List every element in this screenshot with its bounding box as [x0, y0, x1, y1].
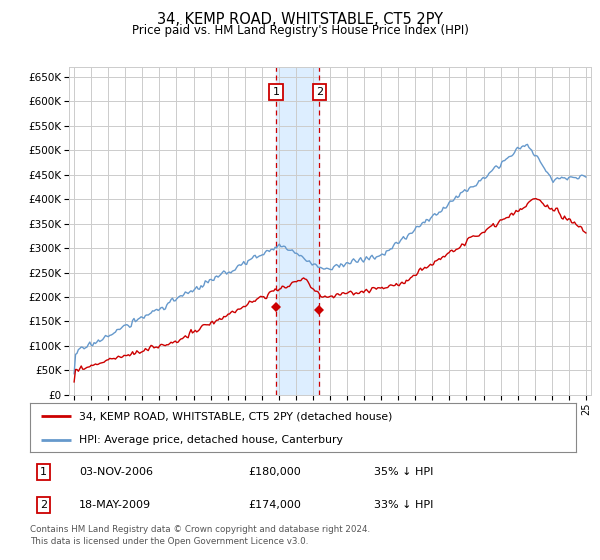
- Text: 33% ↓ HPI: 33% ↓ HPI: [374, 500, 433, 510]
- Text: 2: 2: [316, 87, 323, 97]
- Text: Contains HM Land Registry data © Crown copyright and database right 2024.
This d: Contains HM Land Registry data © Crown c…: [30, 525, 370, 546]
- Text: 34, KEMP ROAD, WHITSTABLE, CT5 2PY (detached house): 34, KEMP ROAD, WHITSTABLE, CT5 2PY (deta…: [79, 412, 392, 422]
- Text: £180,000: £180,000: [248, 466, 301, 477]
- Text: £174,000: £174,000: [248, 500, 301, 510]
- Text: 03-NOV-2006: 03-NOV-2006: [79, 466, 153, 477]
- Text: 2: 2: [40, 500, 47, 510]
- Text: 34, KEMP ROAD, WHITSTABLE, CT5 2PY: 34, KEMP ROAD, WHITSTABLE, CT5 2PY: [157, 12, 443, 27]
- Text: 18-MAY-2009: 18-MAY-2009: [79, 500, 151, 510]
- Text: 35% ↓ HPI: 35% ↓ HPI: [374, 466, 433, 477]
- Text: 1: 1: [40, 466, 47, 477]
- Bar: [276, 67, 319, 395]
- Text: HPI: Average price, detached house, Canterbury: HPI: Average price, detached house, Cant…: [79, 435, 343, 445]
- Text: Price paid vs. HM Land Registry's House Price Index (HPI): Price paid vs. HM Land Registry's House …: [131, 24, 469, 36]
- Text: 1: 1: [272, 87, 280, 97]
